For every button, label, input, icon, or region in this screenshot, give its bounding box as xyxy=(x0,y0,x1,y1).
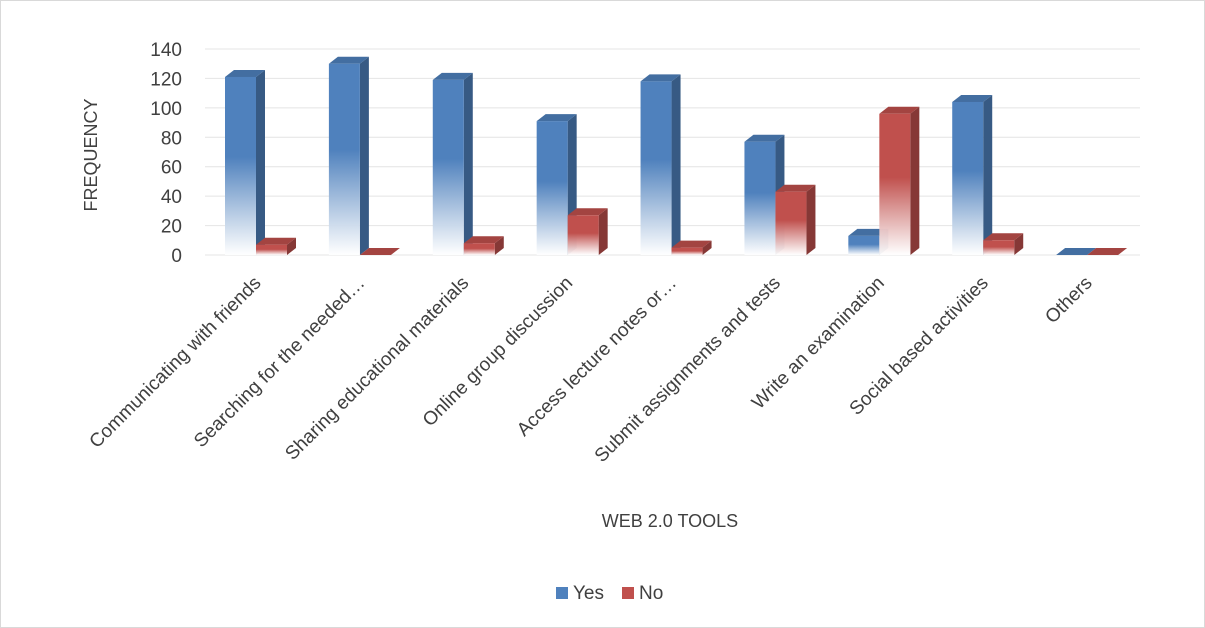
bar-yes xyxy=(952,94,993,255)
bar-top xyxy=(567,208,608,216)
x-tick-label: Searching for the needed… xyxy=(190,273,369,452)
bar-front xyxy=(848,235,880,255)
y-tick-label: 20 xyxy=(161,217,182,238)
bar-side xyxy=(287,237,296,255)
bar-top xyxy=(225,69,265,77)
bar-side xyxy=(806,184,816,255)
bar-no xyxy=(567,208,608,255)
bar-top xyxy=(983,233,1024,241)
legend-item-no: No xyxy=(622,583,663,604)
bar-front xyxy=(744,141,776,255)
bar-no xyxy=(463,236,504,255)
bar-top xyxy=(671,240,712,248)
bar-front xyxy=(256,244,287,255)
bar-top xyxy=(1056,248,1097,255)
legend-label: Yes xyxy=(573,583,604,604)
bar-top xyxy=(536,114,577,122)
bar-top xyxy=(432,72,473,80)
bar-no xyxy=(775,184,816,255)
bar-yes xyxy=(1056,248,1097,255)
bar-front xyxy=(671,247,703,255)
bar-front xyxy=(463,243,495,255)
bar-front xyxy=(567,215,599,255)
y-axis-title: FREQUENCY xyxy=(81,98,101,211)
bar-side xyxy=(910,106,920,255)
bar-front xyxy=(225,76,256,255)
bar-front xyxy=(983,240,1015,255)
bar-front xyxy=(432,79,464,256)
y-tick-label: 140 xyxy=(150,40,182,61)
bar-top xyxy=(463,236,504,244)
y-tick-label: 60 xyxy=(161,158,182,179)
bar-top xyxy=(328,56,369,64)
bar-side xyxy=(671,74,681,255)
bar-top xyxy=(1087,248,1128,255)
bar-no xyxy=(671,240,712,255)
bar-side xyxy=(598,208,608,255)
legend: Yes No xyxy=(556,583,663,604)
bars xyxy=(225,56,1128,256)
bar-side xyxy=(256,69,265,255)
bar-front xyxy=(536,121,568,255)
legend-swatch xyxy=(622,587,634,599)
y-tick-label: 100 xyxy=(150,99,182,120)
bar-no xyxy=(1087,248,1128,255)
bar-side xyxy=(702,240,712,255)
y-tick-label: 80 xyxy=(161,128,182,149)
bar-top xyxy=(359,248,400,255)
bar-no xyxy=(879,106,920,255)
bar-top xyxy=(256,237,296,245)
bar-side xyxy=(983,94,993,255)
bar-yes xyxy=(640,74,681,255)
bar-side xyxy=(494,236,504,255)
bar-front xyxy=(328,63,360,255)
bar-top xyxy=(879,106,920,114)
legend-label: No xyxy=(639,583,663,604)
y-tick-label: 40 xyxy=(161,187,182,208)
legend-swatch xyxy=(556,587,568,599)
y-axis-ticks: 0 20 40 60 80 100 120 140 xyxy=(150,40,182,267)
bar-no xyxy=(256,237,296,255)
x-tick-label: Submit assignments and tests xyxy=(591,273,785,467)
bar-front xyxy=(640,81,672,255)
y-tick-label: 0 xyxy=(171,246,182,267)
bar-side xyxy=(359,56,369,255)
bar-front xyxy=(952,101,984,255)
bar-yes xyxy=(536,114,577,255)
bar-no xyxy=(359,248,400,255)
x-tick-label: Others xyxy=(1041,273,1096,328)
bar-top xyxy=(775,184,816,192)
y-tick-label: 120 xyxy=(150,69,182,90)
legend-item-yes: Yes xyxy=(556,583,604,604)
bar-top xyxy=(952,94,993,102)
bar-no xyxy=(983,233,1024,255)
bar-front xyxy=(879,113,911,255)
bar-yes xyxy=(328,56,369,255)
x-tick-label: Sharing educational materials xyxy=(281,273,473,465)
bar-top xyxy=(848,228,889,236)
x-axis-title: WEB 2.0 TOOLS xyxy=(602,511,738,531)
bar-side xyxy=(463,72,473,256)
bar-yes xyxy=(432,72,473,256)
bar-top xyxy=(744,134,785,142)
bar-top xyxy=(640,74,681,82)
bar-side xyxy=(1014,233,1024,255)
bar-front xyxy=(775,191,807,255)
x-tick-label: Communicating with friends xyxy=(86,273,266,453)
bar-yes xyxy=(225,69,265,255)
